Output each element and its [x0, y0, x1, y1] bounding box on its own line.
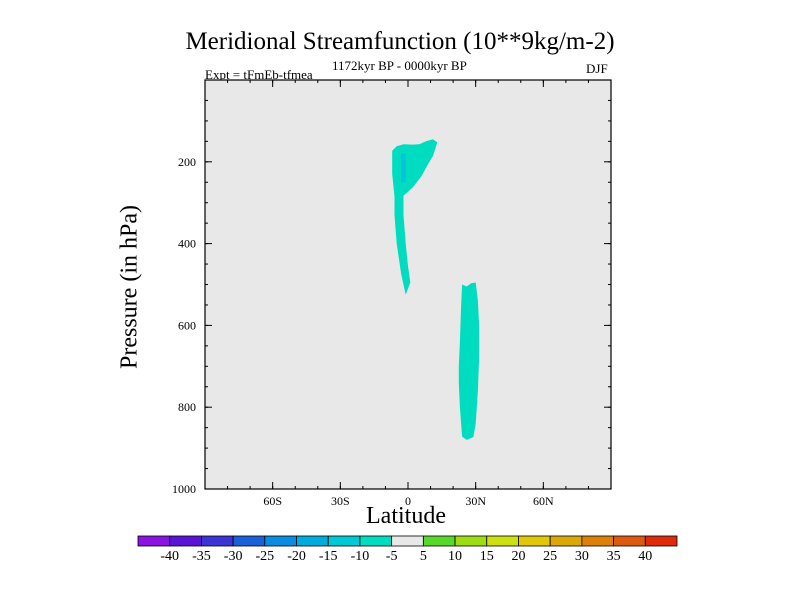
colorbar-label: 5 — [420, 549, 427, 564]
region-lower-negative-cell — [458, 282, 480, 440]
colorbar-label: 30 — [575, 549, 589, 564]
colorbar-label: 25 — [543, 549, 557, 564]
contour-regions — [392, 139, 480, 440]
region-upper-core — [401, 153, 406, 183]
x-tick-label: 0 — [405, 494, 411, 508]
colorbar-swatch — [327, 535, 361, 547]
y-tick-label: 200 — [178, 155, 196, 169]
colorbar-swatch — [549, 535, 583, 547]
colorbar-label: -20 — [287, 549, 306, 564]
plot-frame — [204, 79, 612, 490]
y-tick-label: 1000 — [172, 482, 196, 496]
colorbar: -40 -35 -30 -25 -20 -15 -10 -5 5 10 15 20 25 30 35 40 — [137, 535, 678, 564]
x-tick-label: 30S — [331, 494, 350, 508]
colorbar-label: -25 — [255, 549, 274, 564]
x-tick-label: 60S — [263, 494, 282, 508]
x-tick-label: 60N — [533, 494, 554, 508]
colorbar-label: -10 — [351, 549, 370, 564]
colorbar-label: 40 — [638, 549, 652, 564]
y-tick-label: 400 — [178, 237, 196, 251]
colorbar-label: 20 — [511, 549, 525, 564]
axis-ticks: 60S 30S 0 30N 60N 200 400 600 800 1000 — [172, 80, 612, 508]
chart-title: Meridional Streamfunction (10**9kg/m-2) — [185, 28, 615, 55]
colorbar-swatch — [264, 535, 297, 547]
x-tick-label: 30N — [465, 494, 486, 508]
colorbar-swatch — [644, 535, 678, 547]
colorbar-label: -30 — [224, 549, 243, 564]
experiment-label: Expt = tFmEb-tfmea — [205, 67, 313, 82]
colorbar-swatch — [169, 535, 202, 547]
x-axis-label: Latitude — [366, 503, 446, 529]
colorbar-swatch — [296, 535, 329, 547]
colorbar-swatch — [201, 535, 234, 547]
y-tick-label: 800 — [178, 400, 196, 414]
colorbar-swatch — [518, 535, 551, 547]
colorbar-swatch — [137, 535, 171, 547]
colorbar-swatch — [359, 535, 393, 547]
colorbar-swatch — [232, 535, 266, 547]
colorbar-swatch — [581, 535, 614, 547]
colorbar-label: 35 — [607, 549, 621, 564]
colorbar-label: 15 — [480, 549, 494, 564]
colorbar-label: -15 — [319, 549, 338, 564]
colorbar-swatch — [613, 535, 646, 547]
colorbar-label: -5 — [386, 549, 398, 564]
y-tick-label: 600 — [178, 318, 196, 332]
time-range-label: 1172kyr BP - 0000kyr BP — [332, 58, 467, 73]
colorbar-swatch — [486, 535, 519, 547]
colorbar-swatch — [454, 535, 488, 547]
colorbar-label: -40 — [160, 549, 179, 564]
season-label: DJF — [586, 61, 608, 76]
colorbar-label: 10 — [448, 549, 462, 564]
colorbar-swatch — [391, 535, 424, 547]
colorbar-label: -35 — [192, 549, 211, 564]
colorbar-swatch — [422, 535, 456, 547]
